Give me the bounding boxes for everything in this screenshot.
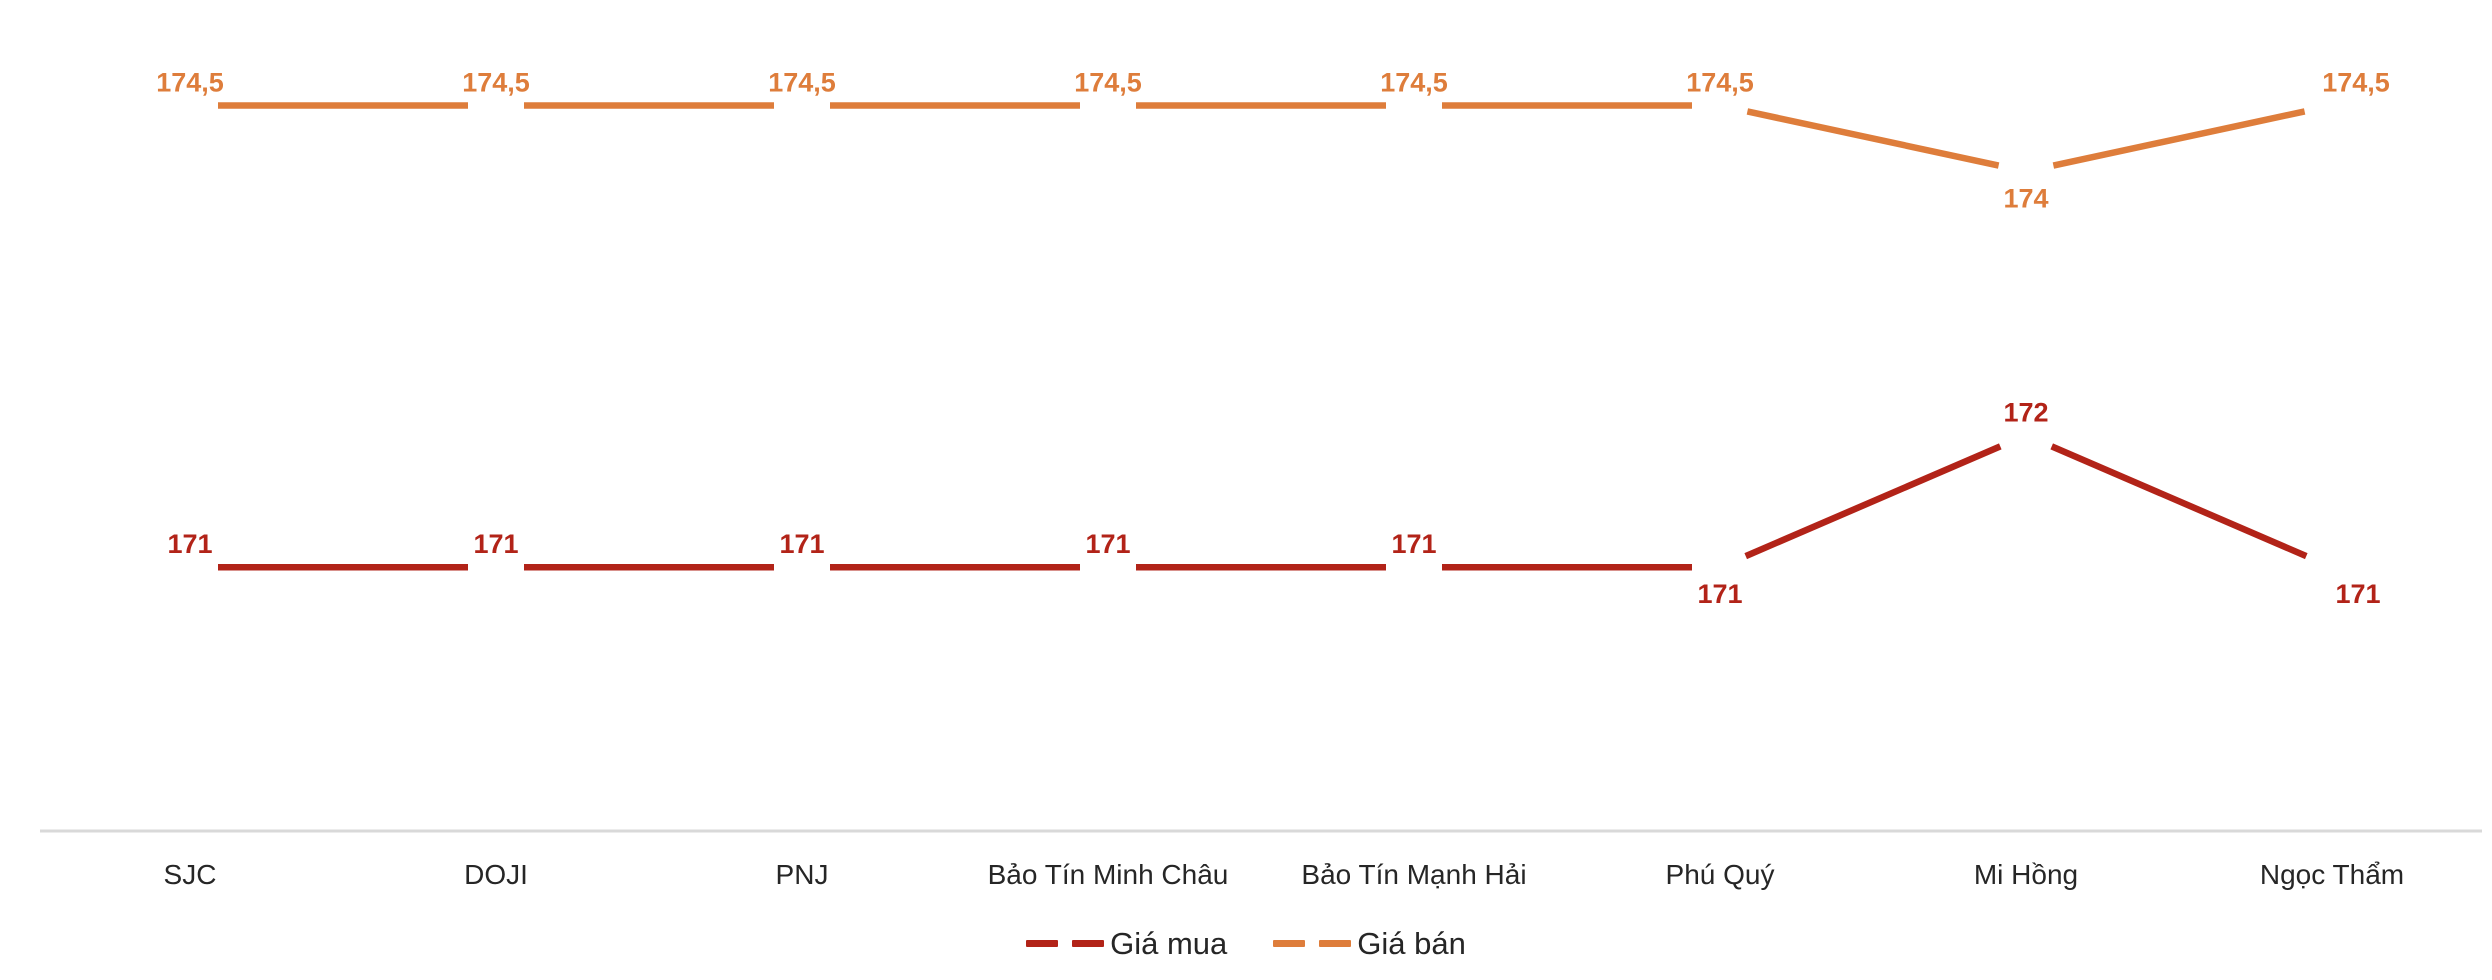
category-axis-label: Phú Quý bbox=[1666, 859, 1775, 890]
gia-ban-dash-icon bbox=[1273, 940, 1352, 947]
data-point-label: 174,5 bbox=[156, 68, 224, 98]
data-point-label: 171 bbox=[1697, 579, 1742, 609]
data-point-label: 174,5 bbox=[1380, 68, 1448, 98]
data-point-label: 171 bbox=[779, 529, 824, 559]
data-point-label: 174,5 bbox=[462, 68, 530, 98]
data-point-label: 171 bbox=[2335, 579, 2380, 609]
legend-label-gia-mua: Giá mua bbox=[1110, 926, 1228, 961]
data-point-label: 171 bbox=[1391, 529, 1436, 559]
category-axis-label: Bảo Tín Minh Châu bbox=[988, 859, 1229, 890]
legend-item-gia-ban: Giá bán bbox=[1273, 928, 1466, 959]
category-axis-label: SJC bbox=[164, 859, 217, 890]
data-point-label: 174,5 bbox=[1686, 68, 1754, 98]
category-axis-label: Mi Hồng bbox=[1974, 859, 2078, 890]
data-point-label: 174,5 bbox=[2322, 68, 2390, 98]
chart-legend: Giá mua Giá bán bbox=[0, 928, 2492, 959]
data-point-label: 174,5 bbox=[1074, 68, 1142, 98]
series-segment bbox=[2052, 108, 2306, 169]
data-point-label: 171 bbox=[473, 529, 518, 559]
category-axis-label: Bảo Tín Mạnh Hải bbox=[1301, 859, 1526, 890]
data-point-label: 171 bbox=[167, 529, 212, 559]
data-point-label: 174,5 bbox=[768, 68, 836, 98]
series-segment bbox=[1744, 443, 2002, 560]
category-axis-label: PNJ bbox=[776, 859, 829, 890]
series-segment bbox=[1746, 108, 2000, 169]
data-point-label: 171 bbox=[1085, 529, 1130, 559]
legend-label-gia-ban: Giá bán bbox=[1357, 926, 1466, 961]
data-point-label: 174 bbox=[2003, 183, 2048, 213]
data-point-label: 172 bbox=[2003, 397, 2048, 427]
legend-item-gia-mua: Giá mua bbox=[1026, 928, 1227, 959]
gia-mua-dash-icon bbox=[1026, 940, 1105, 947]
category-axis-label: Ngọc Thẩm bbox=[2260, 859, 2404, 890]
category-axis-label: DOJI bbox=[464, 859, 528, 890]
series-segment bbox=[2050, 443, 2308, 560]
